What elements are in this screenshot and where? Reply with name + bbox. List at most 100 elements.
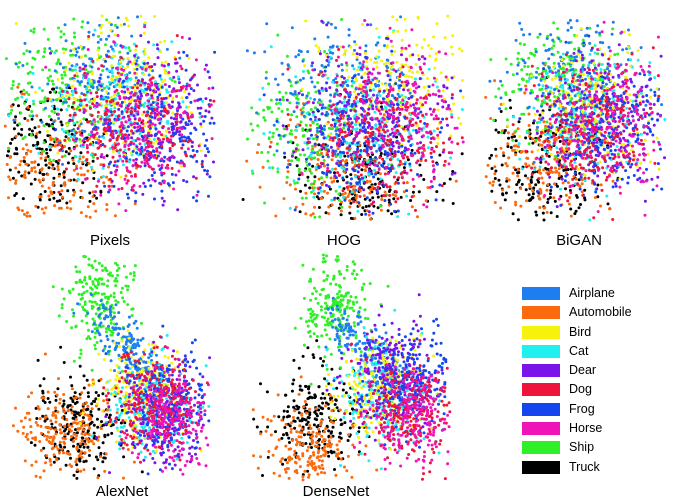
- scatter-point-truck: [549, 189, 553, 192]
- scatter-point-automobile: [514, 144, 518, 148]
- scatter-point-airplane: [321, 103, 325, 107]
- scatter-point-airplane: [57, 117, 61, 120]
- scatter-point-dear: [403, 146, 407, 150]
- scatter-point-frog: [341, 151, 345, 154]
- scatter-point-truck: [376, 206, 380, 210]
- scatter-point-ship: [299, 120, 303, 124]
- scatter-point-horse: [421, 151, 424, 155]
- scatter-point-cat: [308, 154, 312, 158]
- scatter-point-cat: [294, 75, 298, 79]
- scatter-point-cat: [165, 88, 168, 92]
- scatter-point-airplane: [74, 139, 78, 143]
- scatter-point-dear: [363, 180, 367, 184]
- scatter-point-bird: [99, 26, 103, 30]
- scatter-point-ship: [26, 72, 30, 75]
- scatter-point-frog: [390, 49, 394, 53]
- scatter-point-airplane: [294, 55, 298, 59]
- scatter-point-horse: [445, 107, 449, 111]
- scatter-point-horse: [148, 165, 152, 169]
- scatter-point-bird: [399, 125, 403, 128]
- scatter-point-frog: [109, 110, 113, 114]
- scatter-point-dear: [297, 91, 301, 95]
- scatter-point-ship: [91, 155, 95, 159]
- scatter-point-dog: [400, 107, 404, 111]
- scatter-point-automobile: [327, 212, 331, 216]
- scatter-point-truck: [9, 141, 13, 145]
- scatter-point-ship: [51, 79, 54, 83]
- scatter-point-frog: [182, 135, 186, 139]
- scatter-point-ship: [272, 153, 276, 157]
- scatter-point-automobile: [348, 205, 352, 209]
- scatter-point-truck: [324, 211, 328, 215]
- scatter-point-frog: [438, 130, 442, 134]
- scatter-point-frog: [333, 122, 337, 126]
- scatter-point-horse: [398, 113, 402, 117]
- scatter-point-frog: [160, 85, 164, 89]
- scatter-point-ship: [295, 115, 299, 119]
- scatter-point-ship: [19, 111, 23, 115]
- scatter-point-ship: [522, 43, 526, 47]
- scatter-point-horse: [95, 131, 99, 135]
- scatter-point-dear: [161, 203, 165, 207]
- scatter-point-frog: [376, 190, 379, 194]
- scatter-point-ship: [334, 189, 338, 193]
- scatter-point-horse: [338, 123, 342, 127]
- scatter-point-bird: [112, 120, 115, 124]
- scatter-point-airplane: [498, 107, 502, 111]
- scatter-point-cat: [143, 101, 147, 105]
- scatter-point-automobile: [336, 147, 340, 151]
- scatter-point-bird: [354, 42, 358, 46]
- scatter-point-bird: [457, 116, 461, 120]
- scatter-point-truck: [81, 181, 85, 185]
- scatter-point-dear: [130, 136, 134, 140]
- scatter-point-dear: [412, 103, 416, 107]
- scatter-point-cat: [329, 55, 333, 59]
- scatter-point-horse: [117, 187, 121, 191]
- scatter-point-truck: [88, 191, 92, 195]
- scatter-point-frog: [400, 144, 404, 148]
- scatter-point-horse: [167, 130, 171, 134]
- scatter-point-dog: [391, 166, 394, 170]
- scatter-point-ship: [42, 27, 46, 31]
- scatter-point-bird: [187, 56, 191, 60]
- scatter-point-ship: [289, 140, 293, 144]
- scatter-point-airplane: [375, 94, 379, 97]
- scatter-point-automobile: [370, 185, 374, 189]
- scatter-point-horse: [118, 104, 122, 107]
- scatter-point-cat: [414, 77, 417, 81]
- scatter-point-dear: [391, 140, 395, 144]
- scatter-point-ship: [497, 87, 501, 91]
- scatter-point-horse: [358, 46, 362, 50]
- scatter-point-horse: [375, 127, 379, 131]
- scatter-point-frog: [153, 171, 156, 175]
- scatter-point-automobile: [332, 179, 336, 183]
- scatter-point-horse: [144, 145, 148, 149]
- scatter-point-dog: [72, 101, 76, 104]
- scatter-point-horse: [344, 61, 348, 65]
- scatter-point-automobile: [536, 194, 540, 198]
- scatter-point-frog: [383, 150, 387, 153]
- scatter-point-automobile: [40, 167, 44, 171]
- scatter-point-dog: [82, 67, 86, 71]
- scatter-point-cat: [295, 129, 299, 132]
- scatter-point-horse: [413, 110, 417, 114]
- scatter-point-truck: [534, 210, 538, 214]
- scatter-point-bird: [152, 141, 156, 145]
- scatter-point-horse: [128, 60, 132, 64]
- scatter-point-frog: [385, 36, 388, 40]
- scatter-point-automobile: [343, 191, 347, 195]
- scatter-point-airplane: [386, 59, 390, 62]
- scatter-point-horse: [123, 143, 127, 147]
- scatter-point-bird: [126, 90, 130, 94]
- scatter-point-frog: [170, 172, 174, 176]
- scatter-point-truck: [386, 209, 390, 213]
- scatter-point-truck: [105, 154, 109, 158]
- scatter-point-automobile: [29, 150, 33, 153]
- scatter-point-dear: [358, 53, 362, 56]
- scatter-point-horse: [121, 133, 125, 137]
- scatter-point-ship: [596, 52, 600, 56]
- scatter-point-frog: [394, 69, 398, 73]
- scatter-point-cat: [396, 215, 400, 219]
- scatter-point-ship: [301, 106, 305, 110]
- scatter-point-dog: [86, 138, 89, 142]
